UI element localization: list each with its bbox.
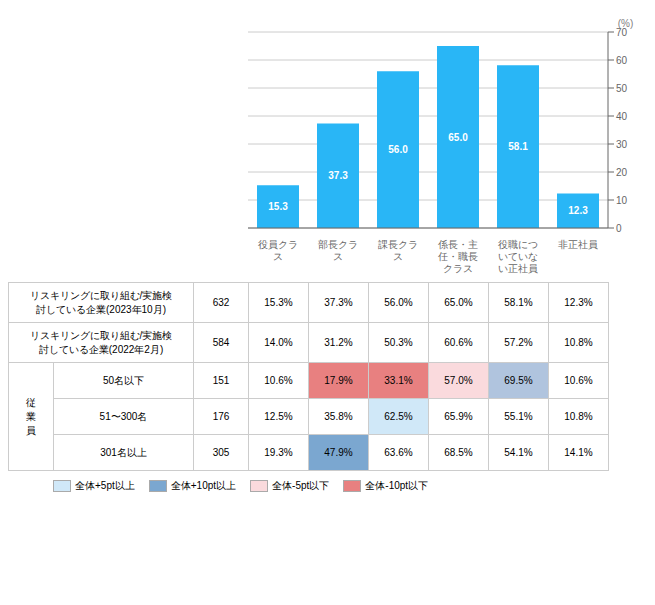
html-text:10.8%: 10.8% bbox=[564, 337, 593, 348]
html-text:17.9%: 17.9% bbox=[324, 375, 353, 386]
html-text:47.9%: 47.9% bbox=[324, 447, 353, 458]
html-text:50名以下: 50名以下 bbox=[102, 374, 145, 386]
html-text:65.0%: 65.0% bbox=[444, 297, 473, 308]
html-text:54.1%: 54.1% bbox=[504, 447, 533, 458]
svg-text:60: 60 bbox=[616, 55, 628, 66]
html-text:全体-10pt以下: 全体-10pt以下 bbox=[365, 480, 429, 491]
html-text:176: 176 bbox=[212, 411, 230, 422]
html-text:57.0%: 57.0% bbox=[444, 375, 473, 386]
svg-text:40: 40 bbox=[616, 111, 628, 122]
html-text:従 業 員: 従 業 員 bbox=[26, 396, 36, 436]
html-text:15.3%: 15.3% bbox=[264, 297, 293, 308]
html-text:69.5%: 69.5% bbox=[504, 375, 533, 386]
svg-text:56.0: 56.0 bbox=[388, 144, 408, 155]
html-text:12.3%: 12.3% bbox=[564, 297, 593, 308]
html-text:68.5%: 68.5% bbox=[444, 447, 473, 458]
svg-text:30: 30 bbox=[616, 139, 628, 150]
html-text:全体+10pt以上: 全体+10pt以上 bbox=[170, 480, 237, 491]
html-text:305: 305 bbox=[212, 447, 230, 458]
svg-text:65.0: 65.0 bbox=[448, 132, 468, 143]
html-text:全体-5pt以下: 全体-5pt以下 bbox=[272, 480, 330, 491]
html-text:10.6%: 10.6% bbox=[564, 375, 593, 386]
svg-text:役員クラス: 役員クラス bbox=[258, 239, 298, 262]
svg-text:12.3: 12.3 bbox=[568, 205, 588, 216]
html-text:14.1%: 14.1% bbox=[564, 447, 593, 458]
html-text:37.3%: 37.3% bbox=[324, 297, 353, 308]
html-text:584: 584 bbox=[212, 337, 230, 348]
svg-text:非正社員: 非正社員 bbox=[558, 239, 598, 250]
svg-text:20: 20 bbox=[616, 167, 628, 178]
html-text:全体+5pt以上: 全体+5pt以上 bbox=[75, 480, 135, 491]
html-text:56.0%: 56.0% bbox=[384, 297, 413, 308]
svg-text:10: 10 bbox=[616, 195, 628, 206]
html-text:58.1%: 58.1% bbox=[504, 297, 533, 308]
html-text:301名以上: 301名以上 bbox=[100, 446, 147, 458]
svg-text:58.1: 58.1 bbox=[508, 141, 528, 152]
html-text:51〜300名: 51〜300名 bbox=[99, 410, 148, 422]
html-text:35.8%: 35.8% bbox=[324, 411, 353, 422]
svg-text:15.3: 15.3 bbox=[268, 201, 288, 212]
html-text:65.9%: 65.9% bbox=[444, 411, 473, 422]
svg-text:課長クラス: 課長クラス bbox=[378, 239, 418, 262]
svg-text:(%): (%) bbox=[618, 18, 634, 29]
html-text:151: 151 bbox=[212, 375, 230, 386]
svg-text:50: 50 bbox=[616, 83, 628, 94]
html-text:リスキリングに取り組む/実施検 討している企業(2023年1: リスキリングに取り組む/実施検 討している企業(2023年10月) bbox=[29, 289, 173, 315]
html-text:33.1%: 33.1% bbox=[384, 375, 413, 386]
svg-text:37.3: 37.3 bbox=[328, 170, 348, 181]
svg-text:0: 0 bbox=[616, 223, 622, 234]
html-text:14.0%: 14.0% bbox=[264, 337, 293, 348]
html-text:63.6%: 63.6% bbox=[384, 447, 413, 458]
html-text:50.3%: 50.3% bbox=[384, 337, 413, 348]
html-text:19.3%: 19.3% bbox=[264, 447, 293, 458]
svg-text:役職についていない正社員: 役職についていない正社員 bbox=[498, 239, 538, 274]
html-text:10.8%: 10.8% bbox=[564, 411, 593, 422]
html-text:55.1%: 55.1% bbox=[504, 411, 533, 422]
html-text:60.6%: 60.6% bbox=[444, 337, 473, 348]
svg-text:係長・主任・職長クラス: 係長・主任・職長クラス bbox=[437, 239, 478, 274]
html-text:57.2%: 57.2% bbox=[504, 337, 533, 348]
html-text:リスキリングに取り組む/実施検 討している企業(2022年2: リスキリングに取り組む/実施検 討している企業(2022年2月) bbox=[29, 329, 173, 355]
svg-text:70: 70 bbox=[616, 26, 628, 38]
html-text:31.2%: 31.2% bbox=[324, 337, 353, 348]
svg-text:部長クラス: 部長クラス bbox=[318, 239, 358, 262]
html-text:62.5%: 62.5% bbox=[384, 411, 413, 422]
html-text:12.5%: 12.5% bbox=[264, 411, 293, 422]
html-text:632: 632 bbox=[212, 297, 230, 308]
html-text:10.6%: 10.6% bbox=[264, 375, 293, 386]
